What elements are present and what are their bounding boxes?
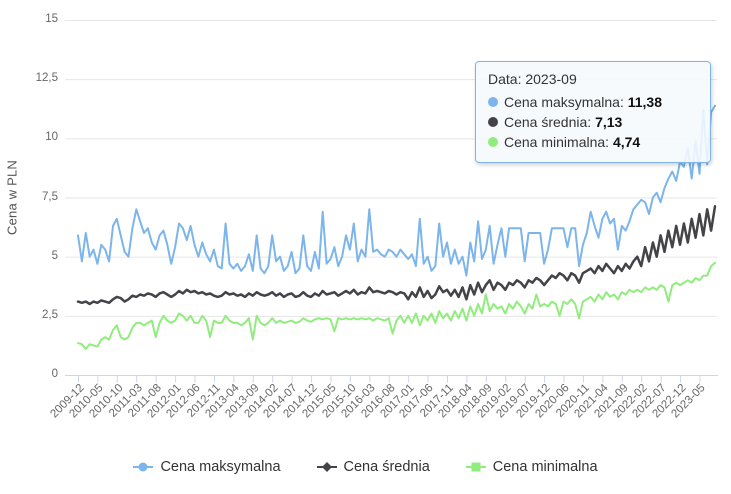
y-tick-label: 2,5 [42,308,58,321]
tooltip-row-max: Cena maksymalna: 11,38 [488,94,700,110]
tooltip-value: 11,38 [627,94,662,110]
y-tick-label: 10 [45,131,58,144]
tooltip-value: 4,74 [612,134,641,150]
legend-item-srednia[interactable]: Cena średnia [316,459,430,475]
tooltip-label: Cena maksymalna: [504,94,628,110]
y-tick-label: 15 [45,13,58,25]
tooltip-row-avg: Cena średnia: 7,13 [488,114,700,130]
line-circle-marker-icon [133,462,154,472]
legend-item-maksymalna[interactable]: Cena maksymalna [133,459,281,475]
series-line-0[interactable] [77,104,716,277]
tooltip-row-min: Cena minimalna: 4,74 [488,134,700,150]
avg-series-bullet-icon [488,117,498,127]
tooltip-label: Cena średnia: [504,114,596,130]
y-tick-label: 7,5 [42,190,58,203]
min-series-bullet-icon [488,137,498,147]
series-line-2[interactable] [77,261,716,350]
tooltip-date: Data: 2023-09 [488,71,577,87]
max-series-bullet-icon [488,97,498,107]
y-tick-label: 0 [51,368,58,380]
y-tick-label: 12,5 [35,72,58,85]
tooltip: Data: 2023-09 Cena maksymalna: 11,38 Cen… [475,61,711,163]
line-square-marker-icon [465,462,486,472]
line-diamond-marker-icon [316,462,337,472]
legend-label-minimalna: Cena minimalna [492,459,598,475]
tooltip-label: Cena minimalna: [504,134,613,150]
y-tick-label: 5 [51,249,58,262]
legend-label-maksymalna: Cena maksymalna [160,459,281,475]
legend-item-minimalna[interactable]: Cena minimalna [465,459,598,475]
series-line-1[interactable] [76,205,717,306]
legend: Cena maksymalna Cena średnia Cena minima… [0,459,731,475]
legend-label-srednia: Cena średnia [343,459,430,475]
tooltip-value: 7,13 [595,114,623,130]
